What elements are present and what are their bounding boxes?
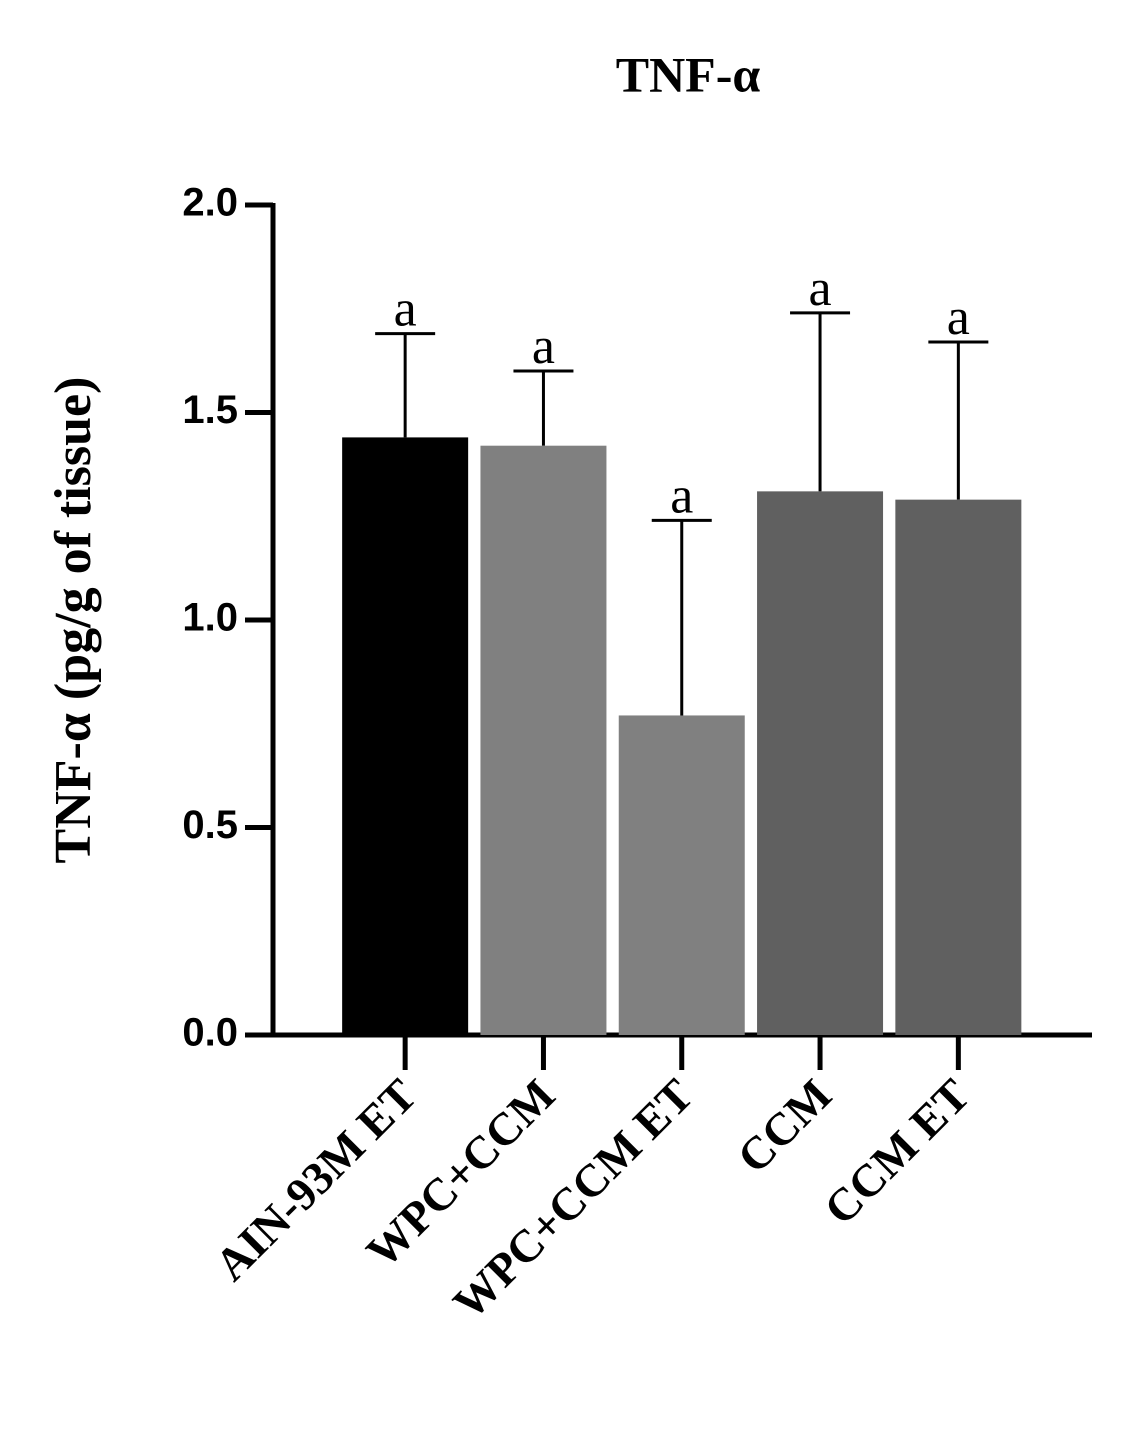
y-tick-label: 0.0: [182, 1011, 238, 1055]
annotation: a: [532, 318, 555, 375]
annotation: a: [394, 281, 417, 338]
chart-title: TNF-α: [616, 46, 761, 102]
bar: [618, 715, 745, 1035]
bar: [480, 445, 607, 1035]
y-tick-label: 2.0: [182, 181, 238, 225]
x-tick-label: CCM: [727, 1069, 841, 1183]
y-axis-label: TNF-α (pg/g of tissue): [45, 377, 102, 864]
bar: [895, 499, 1022, 1035]
y-tick-label: 0.5: [182, 803, 238, 847]
x-tick-label: WPC+CCM ET: [443, 1069, 703, 1329]
annotation: a: [809, 260, 832, 317]
x-tick-label: CCM ET: [814, 1069, 979, 1234]
annotation: a: [947, 289, 970, 346]
y-tick-label: 1.0: [182, 596, 238, 640]
annotation: a: [670, 467, 693, 524]
y-tick-label: 1.5: [182, 388, 238, 432]
bar: [342, 437, 469, 1035]
bar: [757, 491, 884, 1036]
